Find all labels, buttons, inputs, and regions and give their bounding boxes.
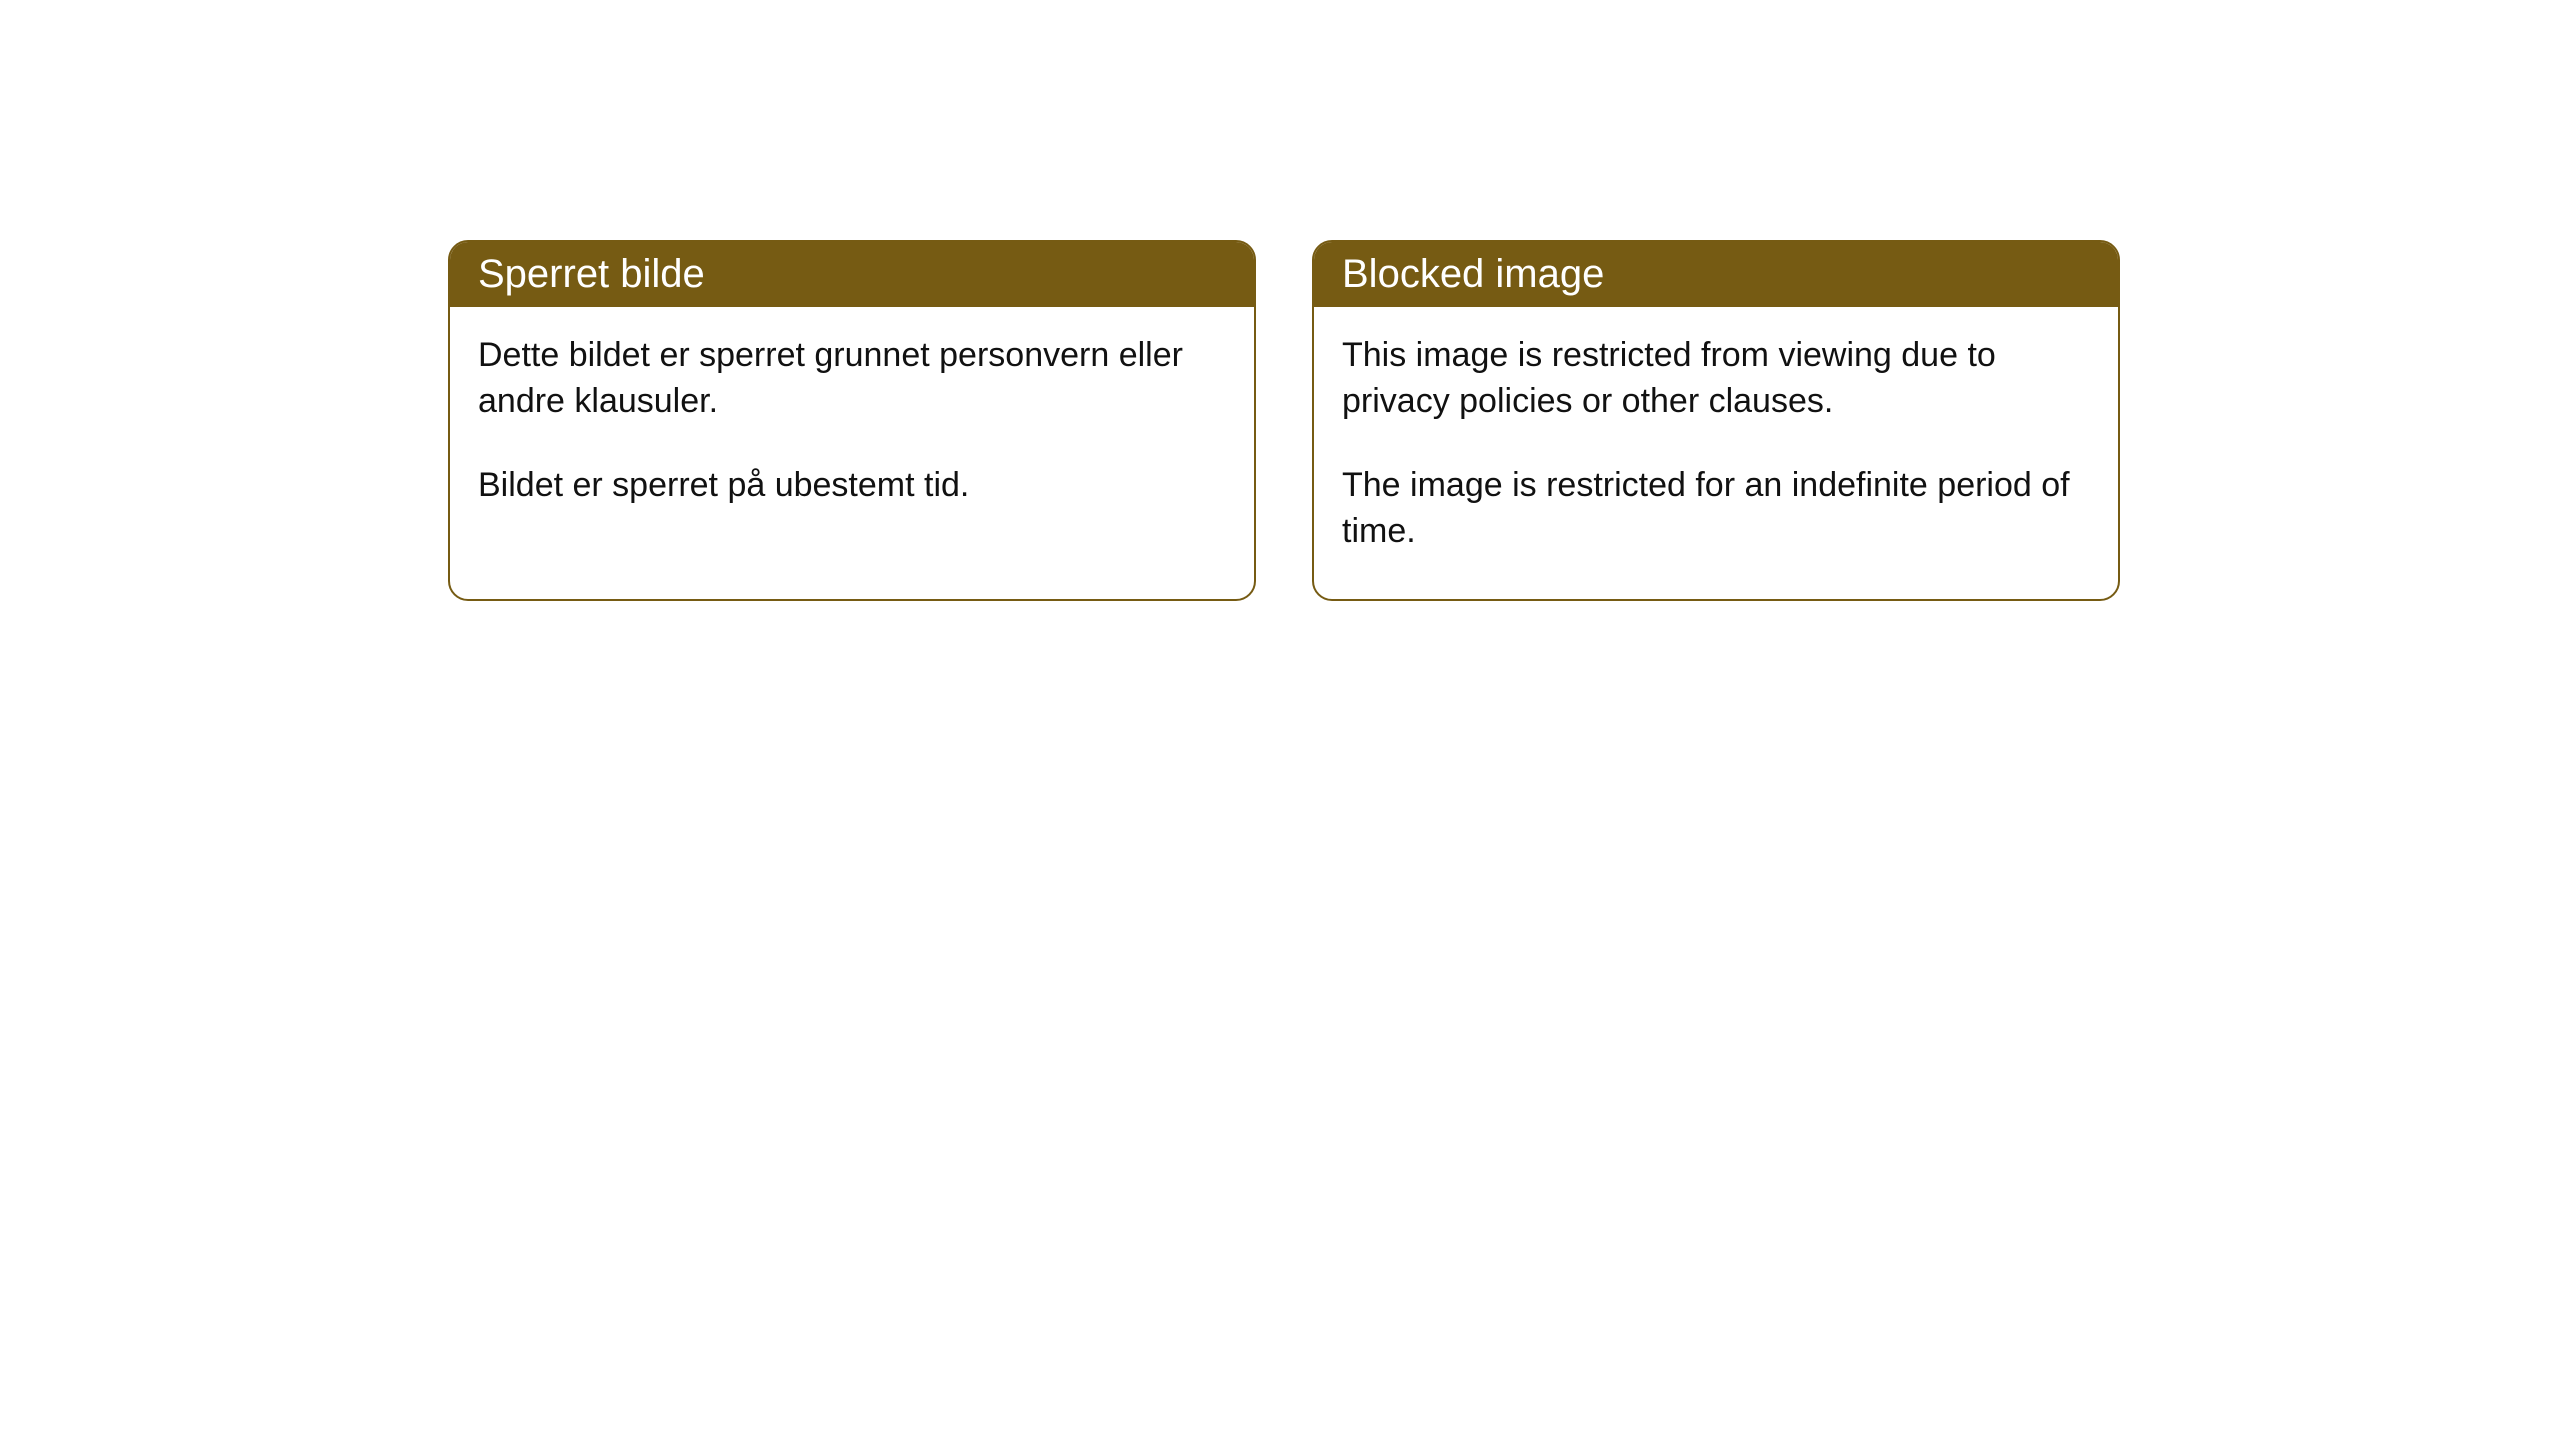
cards-container: Sperret bilde Dette bildet er sperret gr…	[448, 240, 2120, 601]
card-header-en: Blocked image	[1314, 242, 2118, 307]
card-body-en: This image is restricted from viewing du…	[1314, 307, 2118, 599]
blocked-image-card-en: Blocked image This image is restricted f…	[1312, 240, 2120, 601]
card-paragraph-no-1: Dette bildet er sperret grunnet personve…	[478, 333, 1226, 425]
card-title-en: Blocked image	[1342, 252, 1604, 296]
card-title-no: Sperret bilde	[478, 252, 705, 296]
card-header-no: Sperret bilde	[450, 242, 1254, 307]
card-paragraph-en-1: This image is restricted from viewing du…	[1342, 333, 2090, 425]
card-paragraph-no-2: Bildet er sperret på ubestemt tid.	[478, 463, 1226, 509]
card-body-no: Dette bildet er sperret grunnet personve…	[450, 307, 1254, 553]
card-paragraph-en-2: The image is restricted for an indefinit…	[1342, 463, 2090, 555]
blocked-image-card-no: Sperret bilde Dette bildet er sperret gr…	[448, 240, 1256, 601]
